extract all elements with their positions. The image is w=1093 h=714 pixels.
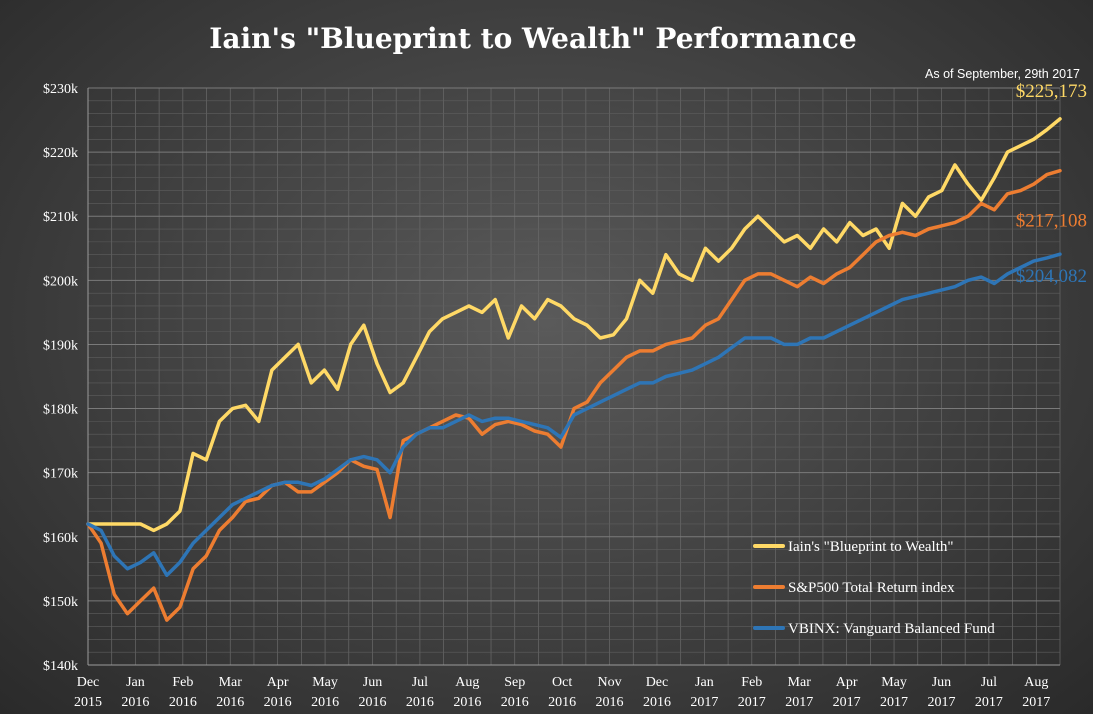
y-tick-label: $170k bbox=[43, 467, 78, 482]
x-tick-month: Jul bbox=[412, 675, 428, 690]
series-line bbox=[86, 168, 1062, 622]
x-tick-month: Dec bbox=[646, 675, 669, 690]
x-tick-month: Mar bbox=[219, 675, 243, 690]
x-tick-month: Nov bbox=[597, 675, 621, 690]
x-tick-year: 2016 bbox=[121, 695, 149, 710]
x-tick-year: 2017 bbox=[1022, 695, 1050, 710]
x-tick-month: Jun bbox=[932, 675, 951, 690]
x-tick-year: 2017 bbox=[833, 695, 861, 710]
x-tick-month: Sep bbox=[504, 675, 525, 690]
x-tick-month: May bbox=[312, 675, 338, 690]
x-tick-year: 2017 bbox=[880, 695, 908, 710]
x-tick-year: 2016 bbox=[311, 695, 339, 710]
x-tick-year: 2016 bbox=[358, 695, 386, 710]
x-tick-month: Aug bbox=[455, 675, 479, 690]
x-tick-month: Feb bbox=[741, 675, 762, 690]
y-tick-label: $190k bbox=[43, 338, 78, 353]
y-tick-label: $160k bbox=[43, 531, 78, 546]
end-value-label: $217,108 bbox=[1016, 211, 1087, 232]
x-tick-year: 2017 bbox=[975, 695, 1003, 710]
legend-label: VBINX: Vanguard Balanced Fund bbox=[788, 621, 995, 637]
x-tick-year: 2016 bbox=[406, 695, 434, 710]
x-tick-month: Jul bbox=[981, 675, 997, 690]
x-tick-month: Mar bbox=[788, 675, 812, 690]
chart-subtitle: As of September, 29th 2017 bbox=[925, 67, 1080, 81]
x-tick-year: 2016 bbox=[216, 695, 244, 710]
x-tick-year: 2017 bbox=[738, 695, 766, 710]
x-tick-month: Apr bbox=[267, 675, 289, 690]
end-value-label: $225,173 bbox=[1016, 81, 1087, 102]
x-tick-month: Dec bbox=[77, 675, 100, 690]
x-tick-year: 2016 bbox=[596, 695, 624, 710]
y-tick-label: $210k bbox=[43, 210, 78, 225]
series-line bbox=[86, 252, 1062, 577]
x-tick-year: 2016 bbox=[169, 695, 197, 710]
x-tick-year: 2016 bbox=[643, 695, 671, 710]
x-tick-year: 2016 bbox=[453, 695, 481, 710]
x-tick-year: 2017 bbox=[690, 695, 718, 710]
y-tick-label: $220k bbox=[43, 146, 78, 161]
end-value-label: $204,082 bbox=[1016, 266, 1087, 287]
x-tick-year: 2016 bbox=[264, 695, 292, 710]
x-tick-month: Jun bbox=[363, 675, 382, 690]
legend-label: S&P500 Total Return index bbox=[788, 580, 955, 596]
x-tick-month: Jan bbox=[695, 675, 714, 690]
y-tick-label: $140k bbox=[43, 659, 78, 674]
x-tick-year: 2017 bbox=[927, 695, 955, 710]
x-tick-year: 2015 bbox=[74, 695, 102, 710]
legend-label: Iain's "Blueprint to Wealth" bbox=[788, 539, 954, 555]
y-tick-label: $230k bbox=[43, 82, 78, 97]
x-tick-month: Oct bbox=[552, 675, 572, 690]
y-tick-label: $150k bbox=[43, 595, 78, 610]
x-tick-month: May bbox=[881, 675, 907, 690]
y-tick-label: $180k bbox=[43, 403, 78, 418]
y-tick-label: $200k bbox=[43, 274, 78, 289]
x-tick-month: Feb bbox=[172, 675, 193, 690]
x-tick-year: 2017 bbox=[785, 695, 813, 710]
series-line bbox=[86, 117, 1062, 533]
x-tick-year: 2016 bbox=[501, 695, 529, 710]
chart-title: Iain's "Blueprint to Wealth" Performance bbox=[209, 22, 856, 55]
x-tick-year: 2016 bbox=[548, 695, 576, 710]
x-tick-month: Apr bbox=[836, 675, 858, 690]
x-tick-month: Aug bbox=[1024, 675, 1048, 690]
x-tick-month: Jan bbox=[126, 675, 145, 690]
